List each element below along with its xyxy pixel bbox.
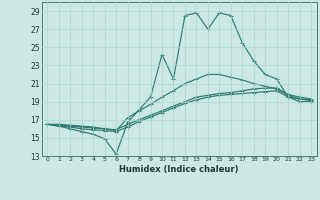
X-axis label: Humidex (Indice chaleur): Humidex (Indice chaleur) [119,165,239,174]
